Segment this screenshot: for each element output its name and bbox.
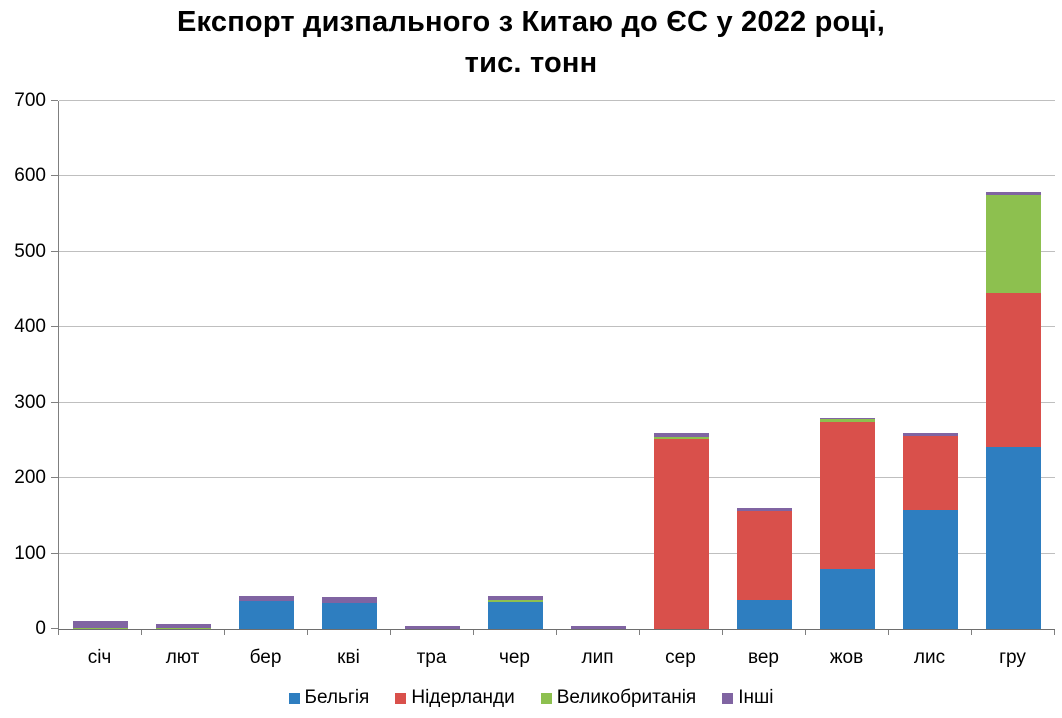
bar-segment-вер-Бельгія [737, 600, 792, 629]
gridline-400 [59, 326, 1055, 328]
x-axis-tick-4 [390, 630, 391, 635]
bar-segment-чер-Інші [488, 595, 543, 601]
gridline-300 [59, 401, 1055, 403]
bar-segment-чер-Великобританія [488, 600, 543, 602]
legend-swatch-icon [722, 692, 734, 704]
x-axis-label-жов: жов [829, 647, 864, 668]
legend-swatch-icon [288, 692, 300, 704]
bar-segment-лис-Нідерланди [903, 435, 958, 510]
y-axis-label-100: 100 [14, 542, 46, 564]
legend-label: Великобританія [556, 687, 697, 708]
y-axis-label-600: 600 [14, 165, 46, 187]
bar-segment-бер-Інші [239, 595, 294, 602]
chart-title-line2: тис. тонн [464, 47, 598, 79]
y-axis-tick-0 [51, 628, 58, 629]
y-axis-tick-200 [51, 477, 58, 479]
gridline-200 [59, 477, 1055, 479]
plot-area [58, 100, 1055, 630]
y-axis-label-400: 400 [14, 316, 46, 338]
bar-segment-бер-Бельгія [239, 601, 294, 629]
bar-segment-січ-Інші [73, 620, 128, 628]
bar-segment-кві-Інші [322, 597, 377, 603]
bar-segment-сер-Інші [654, 432, 709, 437]
x-axis-label-чер: чер [498, 647, 531, 668]
bar-segment-гру-Інші [986, 192, 1041, 196]
y-axis-label-0: 0 [35, 618, 46, 639]
bar-segment-тра-Інші [405, 625, 460, 629]
x-axis-tick-5 [473, 630, 474, 635]
x-axis-label-лис: лис [913, 647, 946, 668]
bar-segment-лис-Бельгія [903, 509, 958, 629]
x-axis-tick-12 [1054, 630, 1055, 635]
x-axis-tick-2 [224, 630, 225, 635]
gridline-100 [59, 552, 1055, 554]
bar-segment-лип-Інші [571, 625, 626, 629]
y-axis-label-500: 500 [14, 240, 46, 262]
gridline-500 [59, 250, 1055, 252]
y-axis-tick-700 [51, 100, 58, 101]
bar-segment-жов-Інші [820, 417, 875, 420]
x-axis-tick-1 [141, 630, 142, 635]
y-axis-tick-100 [51, 552, 58, 554]
bar-segment-сер-Великобританія [654, 436, 709, 439]
legend-label: Інші [738, 687, 774, 708]
x-axis-tick-11 [971, 630, 972, 635]
bar-segment-чер-Бельгія [488, 601, 543, 629]
chart-title: Експорт дизпального з Китаю до ЄС у 2022… [0, 2, 1062, 84]
gridline-600 [59, 175, 1055, 177]
bar-segment-вер-Нідерланди [737, 510, 792, 601]
bar-segment-кві-Бельгія [322, 602, 377, 629]
x-axis-label-вер: вер [747, 647, 779, 668]
y-axis-tick-500 [51, 250, 58, 252]
bar-segment-гру-Нідерланди [986, 293, 1041, 448]
x-axis-tick-10 [888, 630, 889, 635]
x-axis-tick-7 [639, 630, 640, 635]
legend-label: Бельгія [304, 687, 370, 708]
y-axis-label-300: 300 [14, 391, 46, 413]
y-axis-tick-400 [51, 326, 58, 328]
x-axis-tick-3 [307, 630, 308, 635]
bar-segment-жов-Нідерланди [820, 421, 875, 569]
legend-item-Великобританія: Великобританія [540, 687, 697, 709]
bar-segment-сер-Нідерланди [654, 438, 709, 629]
x-axis-tick-8 [722, 630, 723, 635]
legend-label: Нідерланди [411, 687, 515, 708]
bar-segment-лис-Інші [903, 432, 958, 436]
gridline-700 [59, 100, 1055, 101]
bar-segment-жов-Бельгія [820, 568, 875, 629]
legend-item-Бельгія: Бельгія [288, 687, 370, 709]
y-axis-tick-600 [51, 175, 58, 177]
bar-segment-лют-Інші [156, 624, 211, 629]
bar-segment-січ-Великобританія [73, 627, 128, 629]
bar-segment-жов-Великобританія [820, 419, 875, 422]
x-axis-label-січ: січ [87, 647, 112, 668]
legend-item-Інші: Інші [722, 687, 773, 709]
x-axis-label-гру: гру [999, 647, 1026, 668]
y-axis-label-700: 700 [14, 90, 46, 111]
bar-segment-гру-Великобританія [986, 195, 1041, 294]
x-axis-tick-0 [58, 630, 59, 635]
x-axis-label-бер: бер [249, 647, 282, 668]
bar-segment-вер-Інші [737, 508, 792, 511]
legend-swatch-icon [395, 692, 407, 704]
legend: Бельгія Нідерланди Великобританія Інші [0, 687, 1062, 709]
x-axis-tick-6 [556, 630, 557, 635]
x-axis-label-лют: лют [165, 647, 200, 668]
y-axis-label-200: 200 [14, 467, 46, 489]
legend-item-Нідерланди: Нідерланди [395, 687, 515, 709]
y-axis-tick-300 [51, 401, 58, 403]
x-axis-label-тра: тра [416, 647, 447, 668]
x-axis-tick-9 [805, 630, 806, 635]
chart-title-line1: Експорт дизпального з Китаю до ЄС у 2022… [177, 6, 885, 38]
legend-swatch-icon [540, 692, 552, 704]
bar-segment-гру-Бельгія [986, 447, 1041, 629]
x-axis-label-лип: лип [581, 647, 614, 668]
x-axis-label-кві: кві [337, 647, 360, 668]
bar-segment-лют-Великобританія [156, 628, 211, 629]
x-axis-label-сер: сер [665, 647, 696, 668]
